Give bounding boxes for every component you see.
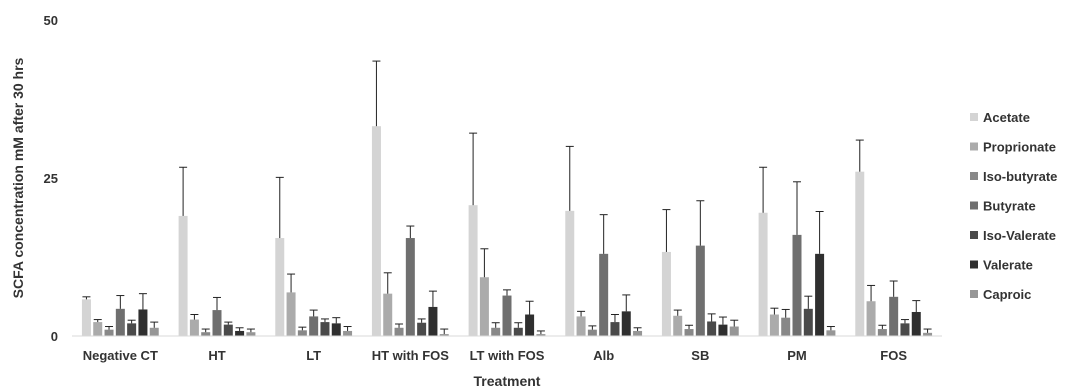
bar-butyrate-1 (212, 310, 222, 336)
legend-label-butyrate: Butyrate (983, 199, 1036, 214)
bar-iso-butyrate-7 (781, 317, 791, 336)
legend-swatch-valerate (970, 260, 978, 269)
x-tick-label: PM (787, 348, 807, 363)
bar-butyrate-4 (502, 295, 512, 336)
bar-acetate-1 (178, 215, 188, 336)
bar-caproic-3 (439, 334, 449, 336)
y-axis-title: SCFA concentration mM after 30 hrs (10, 57, 26, 298)
bar-iso-valerate-4 (513, 327, 523, 336)
x-tick-label: Negative CT (83, 348, 158, 363)
y-tick-label: 0 (51, 329, 58, 344)
bar-acetate-5 (565, 210, 575, 336)
bar-iso-butyrate-4 (491, 327, 501, 336)
legend-label-iso-valerate: Iso-Valerate (983, 228, 1056, 243)
bar-caproic-2 (343, 330, 353, 336)
bar-butyrate-6 (695, 245, 705, 336)
legend-swatch-butyrate (970, 201, 978, 210)
bar-caproic-8 (923, 332, 933, 336)
legend-label-proprionate: Proprionate (983, 140, 1056, 155)
bar-iso-valerate-3 (417, 322, 427, 336)
x-tick-label: SB (691, 348, 709, 363)
bar-butyrate-5 (599, 253, 609, 336)
y-tick-label: 25 (44, 171, 58, 186)
bar-iso-butyrate-0 (104, 329, 114, 336)
bar-proprionate-5 (576, 316, 586, 336)
bar-series (81, 60, 933, 337)
bar-iso-valerate-5 (610, 322, 620, 336)
bar-iso-butyrate-6 (684, 329, 694, 336)
legend: Acetate Proprionate Iso-butyrate Butyrate Is… (970, 110, 1057, 302)
bar-caproic-4 (536, 334, 546, 336)
bar-iso-valerate-0 (127, 323, 137, 336)
bar-proprionate-3 (383, 293, 393, 336)
bar-valerate-1 (235, 330, 245, 336)
bar-valerate-3 (428, 306, 438, 336)
bar-butyrate-0 (115, 308, 125, 336)
bar-iso-valerate-8 (900, 323, 910, 336)
bar-caproic-7 (826, 330, 836, 336)
bar-acetate-4 (468, 205, 478, 336)
y-axis: 0 25 50 (44, 13, 58, 344)
bar-acetate-2 (275, 238, 285, 336)
bar-proprionate-0 (93, 322, 103, 336)
bar-acetate-6 (661, 251, 671, 336)
bar-caproic-6 (729, 326, 739, 336)
bar-iso-valerate-7 (803, 308, 813, 336)
bar-valerate-8 (911, 311, 921, 336)
bar-acetate-8 (855, 171, 865, 336)
legend-swatch-proprionate (970, 142, 978, 151)
x-tick-label: LT (306, 348, 321, 363)
bar-iso-butyrate-2 (297, 330, 307, 336)
bar-valerate-5 (621, 311, 631, 336)
x-tick-label: LT with FOS (470, 348, 545, 363)
legend-label-iso-butyrate: Iso-butyrate (983, 169, 1057, 184)
legend-swatch-caproic (970, 290, 978, 298)
bar-proprionate-6 (673, 315, 683, 336)
bar-butyrate-8 (889, 296, 899, 336)
bar-proprionate-8 (866, 301, 876, 336)
bar-iso-valerate-2 (320, 322, 330, 336)
legend-label-caproic: Caproic (983, 287, 1031, 302)
bar-iso-butyrate-5 (587, 329, 597, 336)
bar-valerate-7 (815, 253, 825, 336)
bar-iso-butyrate-3 (394, 327, 404, 336)
bar-valerate-0 (138, 309, 148, 336)
bar-butyrate-3 (405, 238, 415, 336)
bar-acetate-0 (81, 299, 91, 336)
x-tick-label: HT (208, 348, 225, 363)
bar-proprionate-2 (286, 292, 296, 336)
bar-butyrate-2 (309, 316, 319, 336)
legend-label-acetate: Acetate (983, 110, 1030, 125)
x-tick-label: FOS (880, 348, 907, 363)
y-tick-label: 50 (44, 13, 58, 28)
bar-proprionate-4 (479, 277, 489, 336)
x-tick-label: HT with FOS (372, 348, 450, 363)
bar-valerate-4 (525, 314, 535, 336)
bar-acetate-7 (758, 212, 768, 336)
legend-swatch-iso-butyrate (970, 172, 978, 180)
legend-label-valerate: Valerate (983, 258, 1033, 273)
bar-butyrate-7 (792, 234, 802, 336)
bar-acetate-3 (371, 126, 381, 337)
legend-swatch-acetate (970, 113, 978, 121)
bar-proprionate-1 (189, 319, 199, 336)
bar-iso-butyrate-1 (201, 332, 211, 336)
bar-caproic-5 (633, 330, 643, 336)
bar-valerate-6 (718, 324, 728, 336)
bar-iso-butyrate-8 (877, 329, 887, 336)
bar-caproic-0 (149, 327, 159, 336)
x-axis-title: Treatment (474, 373, 541, 389)
bar-iso-valerate-6 (707, 321, 717, 336)
x-tick-label: Alb (593, 348, 614, 363)
bar-caproic-1 (246, 332, 256, 336)
x-axis: Negative CT HT LT HT with FOS LT with FOS Alb… (72, 335, 942, 363)
bar-proprionate-7 (769, 314, 779, 336)
bar-iso-valerate-1 (223, 324, 233, 336)
bar-valerate-2 (331, 323, 341, 336)
legend-swatch-iso-valerate (970, 231, 978, 239)
